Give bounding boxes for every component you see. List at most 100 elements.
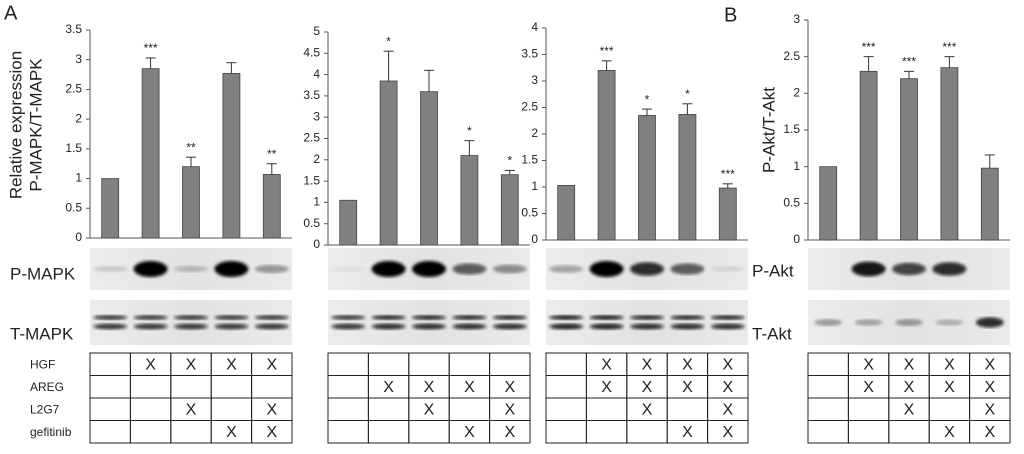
bar — [819, 166, 838, 241]
y-tick-label: 0.5 — [65, 200, 82, 214]
blot-band — [254, 323, 289, 330]
table-cell — [251, 420, 293, 444]
blot-band — [133, 261, 168, 277]
y-tick-label: 0.5 — [521, 206, 538, 220]
table-cell — [448, 397, 491, 421]
y-tick-label: 3 — [75, 52, 82, 66]
error-bar — [904, 70, 914, 79]
bar — [262, 174, 281, 239]
y-tick-label: 2.5 — [783, 49, 800, 63]
table-cell — [707, 420, 749, 444]
blot-band — [452, 315, 487, 320]
table-cell — [129, 375, 172, 399]
table-cell — [847, 397, 890, 421]
blot-band — [492, 264, 527, 274]
blot-band — [710, 266, 745, 272]
table-mark: X — [944, 424, 955, 441]
significance: * — [507, 154, 512, 168]
significance: *** — [942, 40, 956, 54]
blot-label: P-Akt — [752, 261, 794, 280]
blot-band — [589, 261, 624, 277]
treatment-label: gefitinib — [30, 425, 72, 439]
table-cell — [210, 397, 253, 421]
blot-band — [589, 315, 624, 320]
bar — [859, 70, 878, 241]
blot-band — [254, 264, 289, 274]
panel-label: A — [4, 2, 18, 24]
table-mark: X — [984, 424, 995, 441]
table-cell — [408, 420, 450, 444]
table-cell — [626, 420, 668, 444]
table-cell — [585, 420, 628, 444]
blot-band — [549, 315, 584, 320]
significance: ** — [267, 147, 277, 161]
y-tick-label: 1 — [75, 171, 82, 185]
bar — [638, 115, 656, 241]
table-mark: X — [944, 379, 955, 396]
significance: * — [645, 92, 650, 106]
error-bar — [984, 154, 995, 169]
table-cell — [489, 420, 531, 444]
error-bar — [145, 57, 156, 69]
table-mark: X — [424, 379, 435, 396]
significance: *** — [862, 40, 876, 54]
blot — [546, 300, 748, 345]
blot-band — [975, 317, 1004, 328]
blot-band — [93, 266, 128, 272]
blot-band — [254, 315, 289, 320]
blot-band — [710, 323, 745, 330]
treatment-label: L2G7 — [30, 402, 60, 416]
table-cell — [969, 420, 1011, 444]
table-mark: X — [984, 401, 995, 418]
y-tick-label: 1.5 — [783, 122, 800, 136]
y-tick-label: 0 — [531, 232, 538, 246]
table-cell — [170, 420, 212, 444]
blot-band — [371, 323, 406, 330]
table-mark: X — [904, 356, 915, 373]
table-cell — [89, 352, 131, 376]
table-mark: X — [266, 356, 277, 373]
blot-band — [814, 319, 843, 326]
bar — [597, 70, 616, 241]
blot-band — [670, 315, 705, 320]
table-mark: X — [226, 356, 237, 373]
bar — [940, 67, 959, 241]
bar — [182, 166, 200, 239]
bar — [141, 68, 160, 239]
table-mark: X — [904, 401, 915, 418]
blot-band — [93, 323, 128, 330]
y-axis-label: P-MAPK/T-MAPK — [26, 58, 45, 192]
table-cell — [666, 397, 709, 421]
table-cell — [408, 352, 450, 376]
error-bar — [601, 60, 612, 71]
blot-band — [331, 315, 366, 320]
table-cell — [928, 397, 971, 421]
panel-label: B — [724, 4, 737, 26]
blot-band — [630, 262, 664, 276]
blot-band — [895, 319, 923, 326]
table-mark: X — [682, 356, 693, 373]
table-mark: X — [383, 379, 394, 396]
table-cell — [327, 397, 369, 421]
blot-band — [371, 315, 406, 320]
table-cell — [585, 397, 628, 421]
blot-band — [851, 261, 886, 277]
y-tick-label: 3.5 — [303, 88, 320, 102]
table-mark: X — [464, 379, 475, 396]
blot-band — [412, 261, 446, 277]
y-tick-label: 1.5 — [521, 153, 538, 167]
table-mark: X — [984, 356, 995, 373]
y-tick-label: 3 — [793, 12, 800, 26]
blot-band — [214, 323, 249, 330]
table-mark: X — [186, 356, 197, 373]
table-mark: X — [642, 379, 653, 396]
blot-band — [854, 319, 883, 326]
table-cell — [129, 397, 172, 421]
blot-band — [492, 323, 527, 330]
bar — [557, 185, 576, 241]
y-tick-label: 0.5 — [303, 216, 320, 230]
blot-band — [589, 323, 624, 330]
y-tick-label: 4.5 — [303, 45, 320, 59]
table-mark: X — [464, 424, 475, 441]
